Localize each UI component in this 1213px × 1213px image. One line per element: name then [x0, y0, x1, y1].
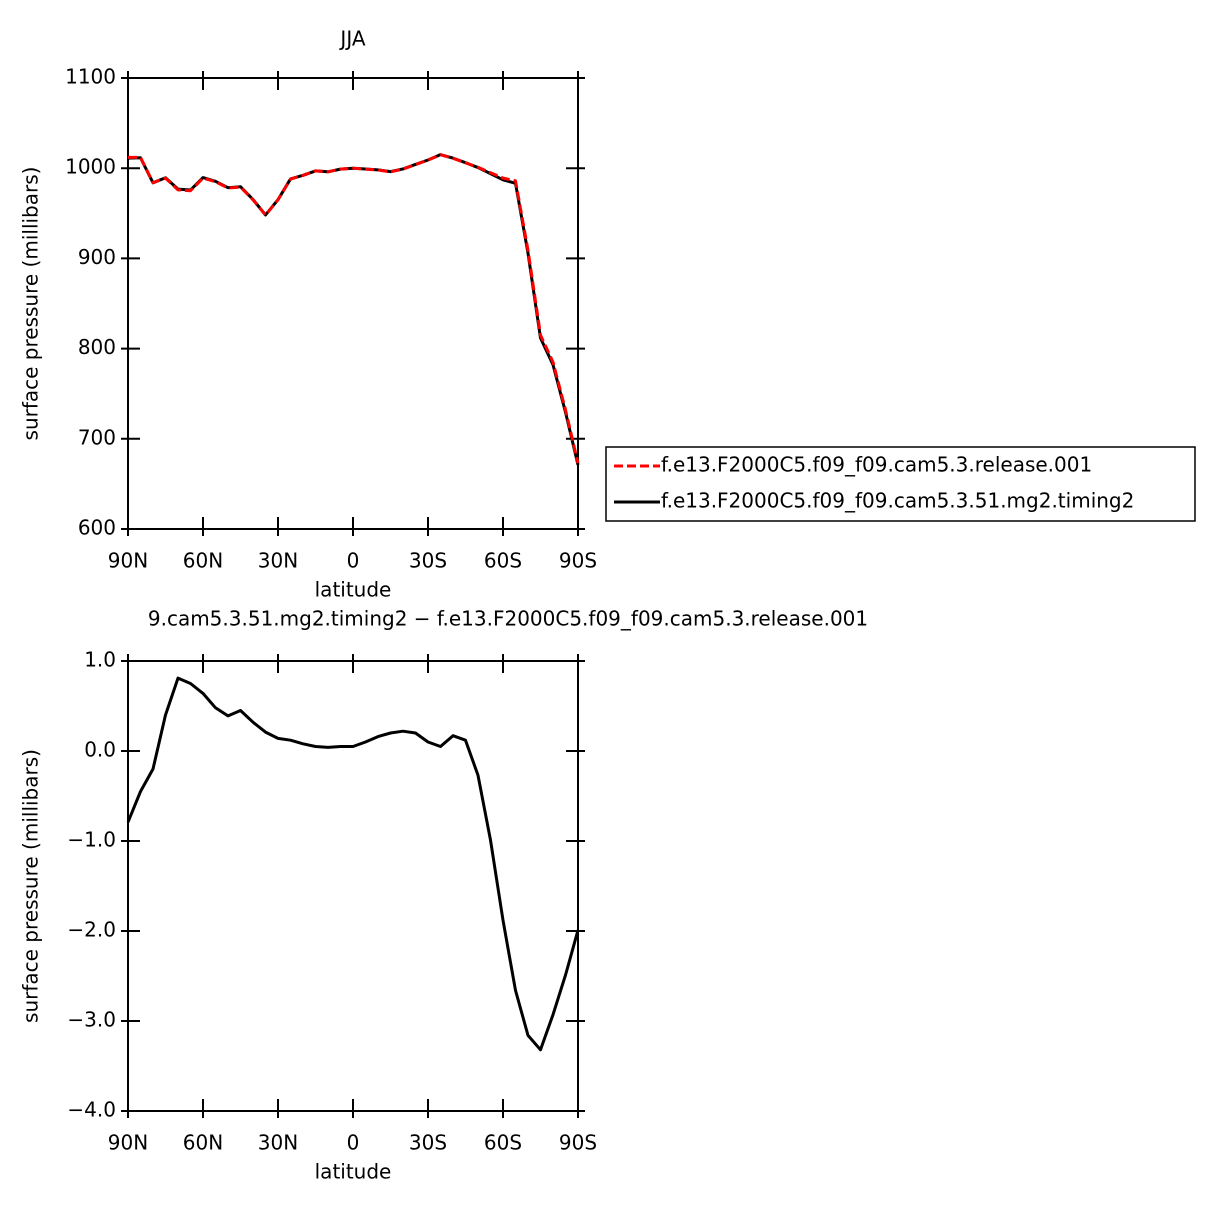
x-axis-label: latitude	[315, 578, 392, 602]
legend-box	[605, 446, 1196, 522]
y-tick-label: 1.0	[84, 648, 116, 672]
x-tick-label: 60N	[183, 549, 223, 573]
x-tick-label: 30N	[258, 1131, 298, 1155]
y-tick-label: −4.0	[67, 1098, 116, 1122]
x-tick-label: 30S	[409, 549, 447, 573]
legend-label: f.e13.F2000C5.f09_f09.cam5.3.release.001	[661, 453, 1092, 477]
y-tick-label: 700	[78, 425, 116, 449]
y-tick-label: 1000	[65, 155, 116, 179]
y-tick-label: 0.0	[84, 738, 116, 762]
data-line	[127, 153, 580, 466]
y-tick-label: −2.0	[67, 918, 116, 942]
x-axis-label: latitude	[315, 1160, 392, 1184]
legend-label: f.e13.F2000C5.f09_f09.cam5.3.51.mg2.timi…	[661, 489, 1134, 513]
x-tick-label: 0	[347, 1131, 360, 1155]
x-tick-label: 30S	[409, 1131, 447, 1155]
x-tick-label: 60S	[484, 1131, 522, 1155]
chart-title: 9.cam5.3.51.mg2.timing2 − f.e13.F2000C5.…	[148, 607, 868, 631]
y-tick-label: 800	[78, 335, 116, 359]
x-tick-label: 60S	[484, 549, 522, 573]
data-line	[128, 153, 580, 464]
y-axis-label: surface pressure (millibars)	[19, 749, 43, 1023]
x-tick-label: 30N	[258, 549, 298, 573]
data-line	[126, 676, 580, 1052]
chart-title: JJA	[338, 27, 365, 51]
y-tick-label: 600	[78, 516, 116, 540]
x-tick-label: 90N	[108, 1131, 148, 1155]
x-tick-label: 90S	[559, 1131, 597, 1155]
y-axis-label: surface pressure (millibars)	[19, 167, 43, 441]
plot-frame	[127, 660, 579, 1112]
x-tick-label: 90S	[559, 549, 597, 573]
x-tick-label: 0	[347, 549, 360, 573]
plot-frame	[127, 77, 579, 530]
x-tick-label: 60N	[183, 1131, 223, 1155]
y-tick-label: −1.0	[67, 828, 116, 852]
y-tick-label: 1100	[65, 65, 116, 89]
x-tick-label: 90N	[108, 549, 148, 573]
y-tick-label: −3.0	[67, 1008, 116, 1032]
y-tick-label: 900	[78, 245, 116, 269]
